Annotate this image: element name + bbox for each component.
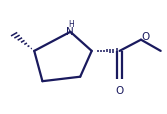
Text: N: N: [66, 26, 74, 36]
Text: O: O: [142, 32, 150, 42]
Text: H: H: [68, 20, 74, 29]
Text: O: O: [116, 85, 124, 95]
